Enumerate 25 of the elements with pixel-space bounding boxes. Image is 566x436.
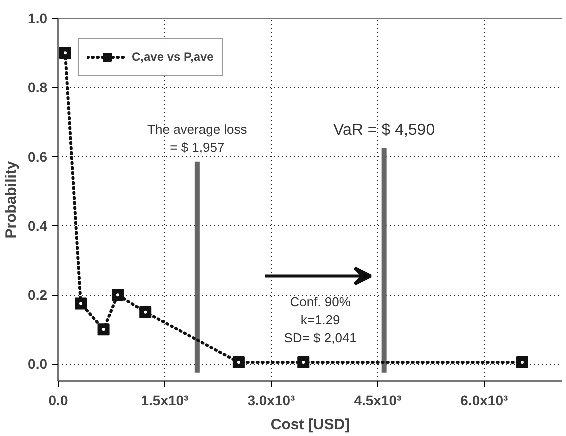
annotation: Conf. 90% k=1.29 SD= $ 2,041 (284, 294, 357, 346)
point (112, 289, 124, 302)
point (59, 47, 72, 60)
y-tick-label: 0.4 (28, 218, 48, 234)
point (98, 324, 110, 336)
point (75, 298, 88, 310)
y-tick-label: 0.0 (28, 356, 48, 372)
x-tick-label: 6.0x10³ (460, 392, 508, 408)
point (516, 356, 528, 368)
point (140, 306, 152, 318)
x-tick-label: 4.5x10³ (354, 392, 402, 408)
y-tick-label: 0.2 (28, 287, 48, 304)
y-tick-label: 0.6 (28, 148, 48, 165)
ref-line-label: The average loss = $ 1,957 (148, 122, 248, 155)
legend-label: C,ave vs P,ave (132, 50, 214, 64)
x-tick-label: 0.0 (48, 392, 68, 408)
y-tick-label: 1.0 (28, 10, 48, 26)
ref-line-label: VaR = $ 4,590 (334, 122, 436, 139)
point (298, 356, 310, 368)
x-tick-label: 1.5x10³ (141, 392, 190, 408)
x-axis-title: Cost [USD] (270, 416, 350, 434)
y-axis-title: Probability (3, 160, 20, 239)
point (232, 356, 245, 368)
x-tick-label: 3.0x10³ (248, 392, 296, 408)
y-tick-label: 0.8 (28, 80, 48, 96)
